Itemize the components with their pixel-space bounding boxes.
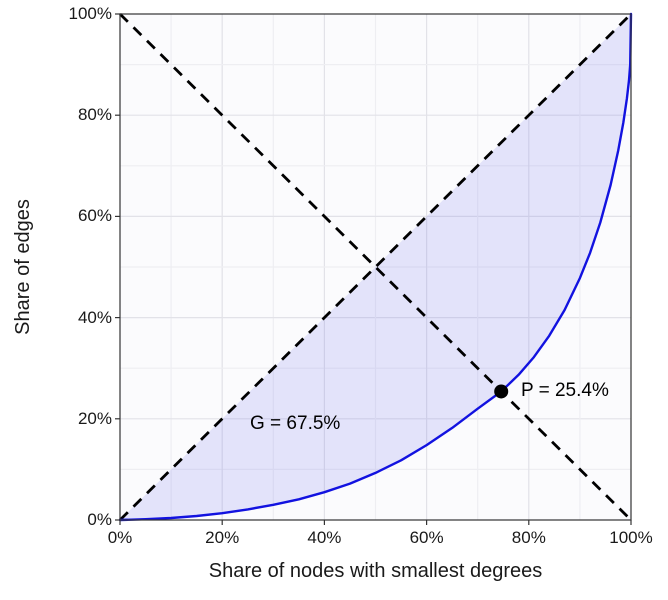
x-tick-label: 20% <box>205 528 240 547</box>
axis-box <box>119 13 632 521</box>
y-tick-label: 0% <box>87 510 112 529</box>
x-tick-label: 0% <box>107 528 133 547</box>
intersection-point-label: P = 25.4% <box>521 380 609 401</box>
y-axis-title: Share of edges <box>12 199 34 335</box>
y-tick-label: 60% <box>77 206 112 226</box>
equality-diagonal-line <box>119 13 632 521</box>
x-tick-label: 80% <box>511 528 546 547</box>
y-tick-label: 40% <box>77 307 112 327</box>
anti-diagonal-line <box>119 13 632 521</box>
y-tick-label: 20% <box>77 408 112 428</box>
intersection-point-marker <box>494 384 509 399</box>
lorenz-curve-line <box>118 12 633 522</box>
x-tick-label: 100% <box>609 528 653 547</box>
x-tick-label: 60% <box>409 528 444 547</box>
x-tick-label: 40% <box>307 528 342 547</box>
y-tick-label: 100% <box>68 4 112 23</box>
x-axis-title: Share of nodes with smallest degrees <box>208 560 543 582</box>
y-tick-label: 80% <box>77 105 112 125</box>
gini-coefficient-label: G = 67.5% <box>250 413 341 434</box>
